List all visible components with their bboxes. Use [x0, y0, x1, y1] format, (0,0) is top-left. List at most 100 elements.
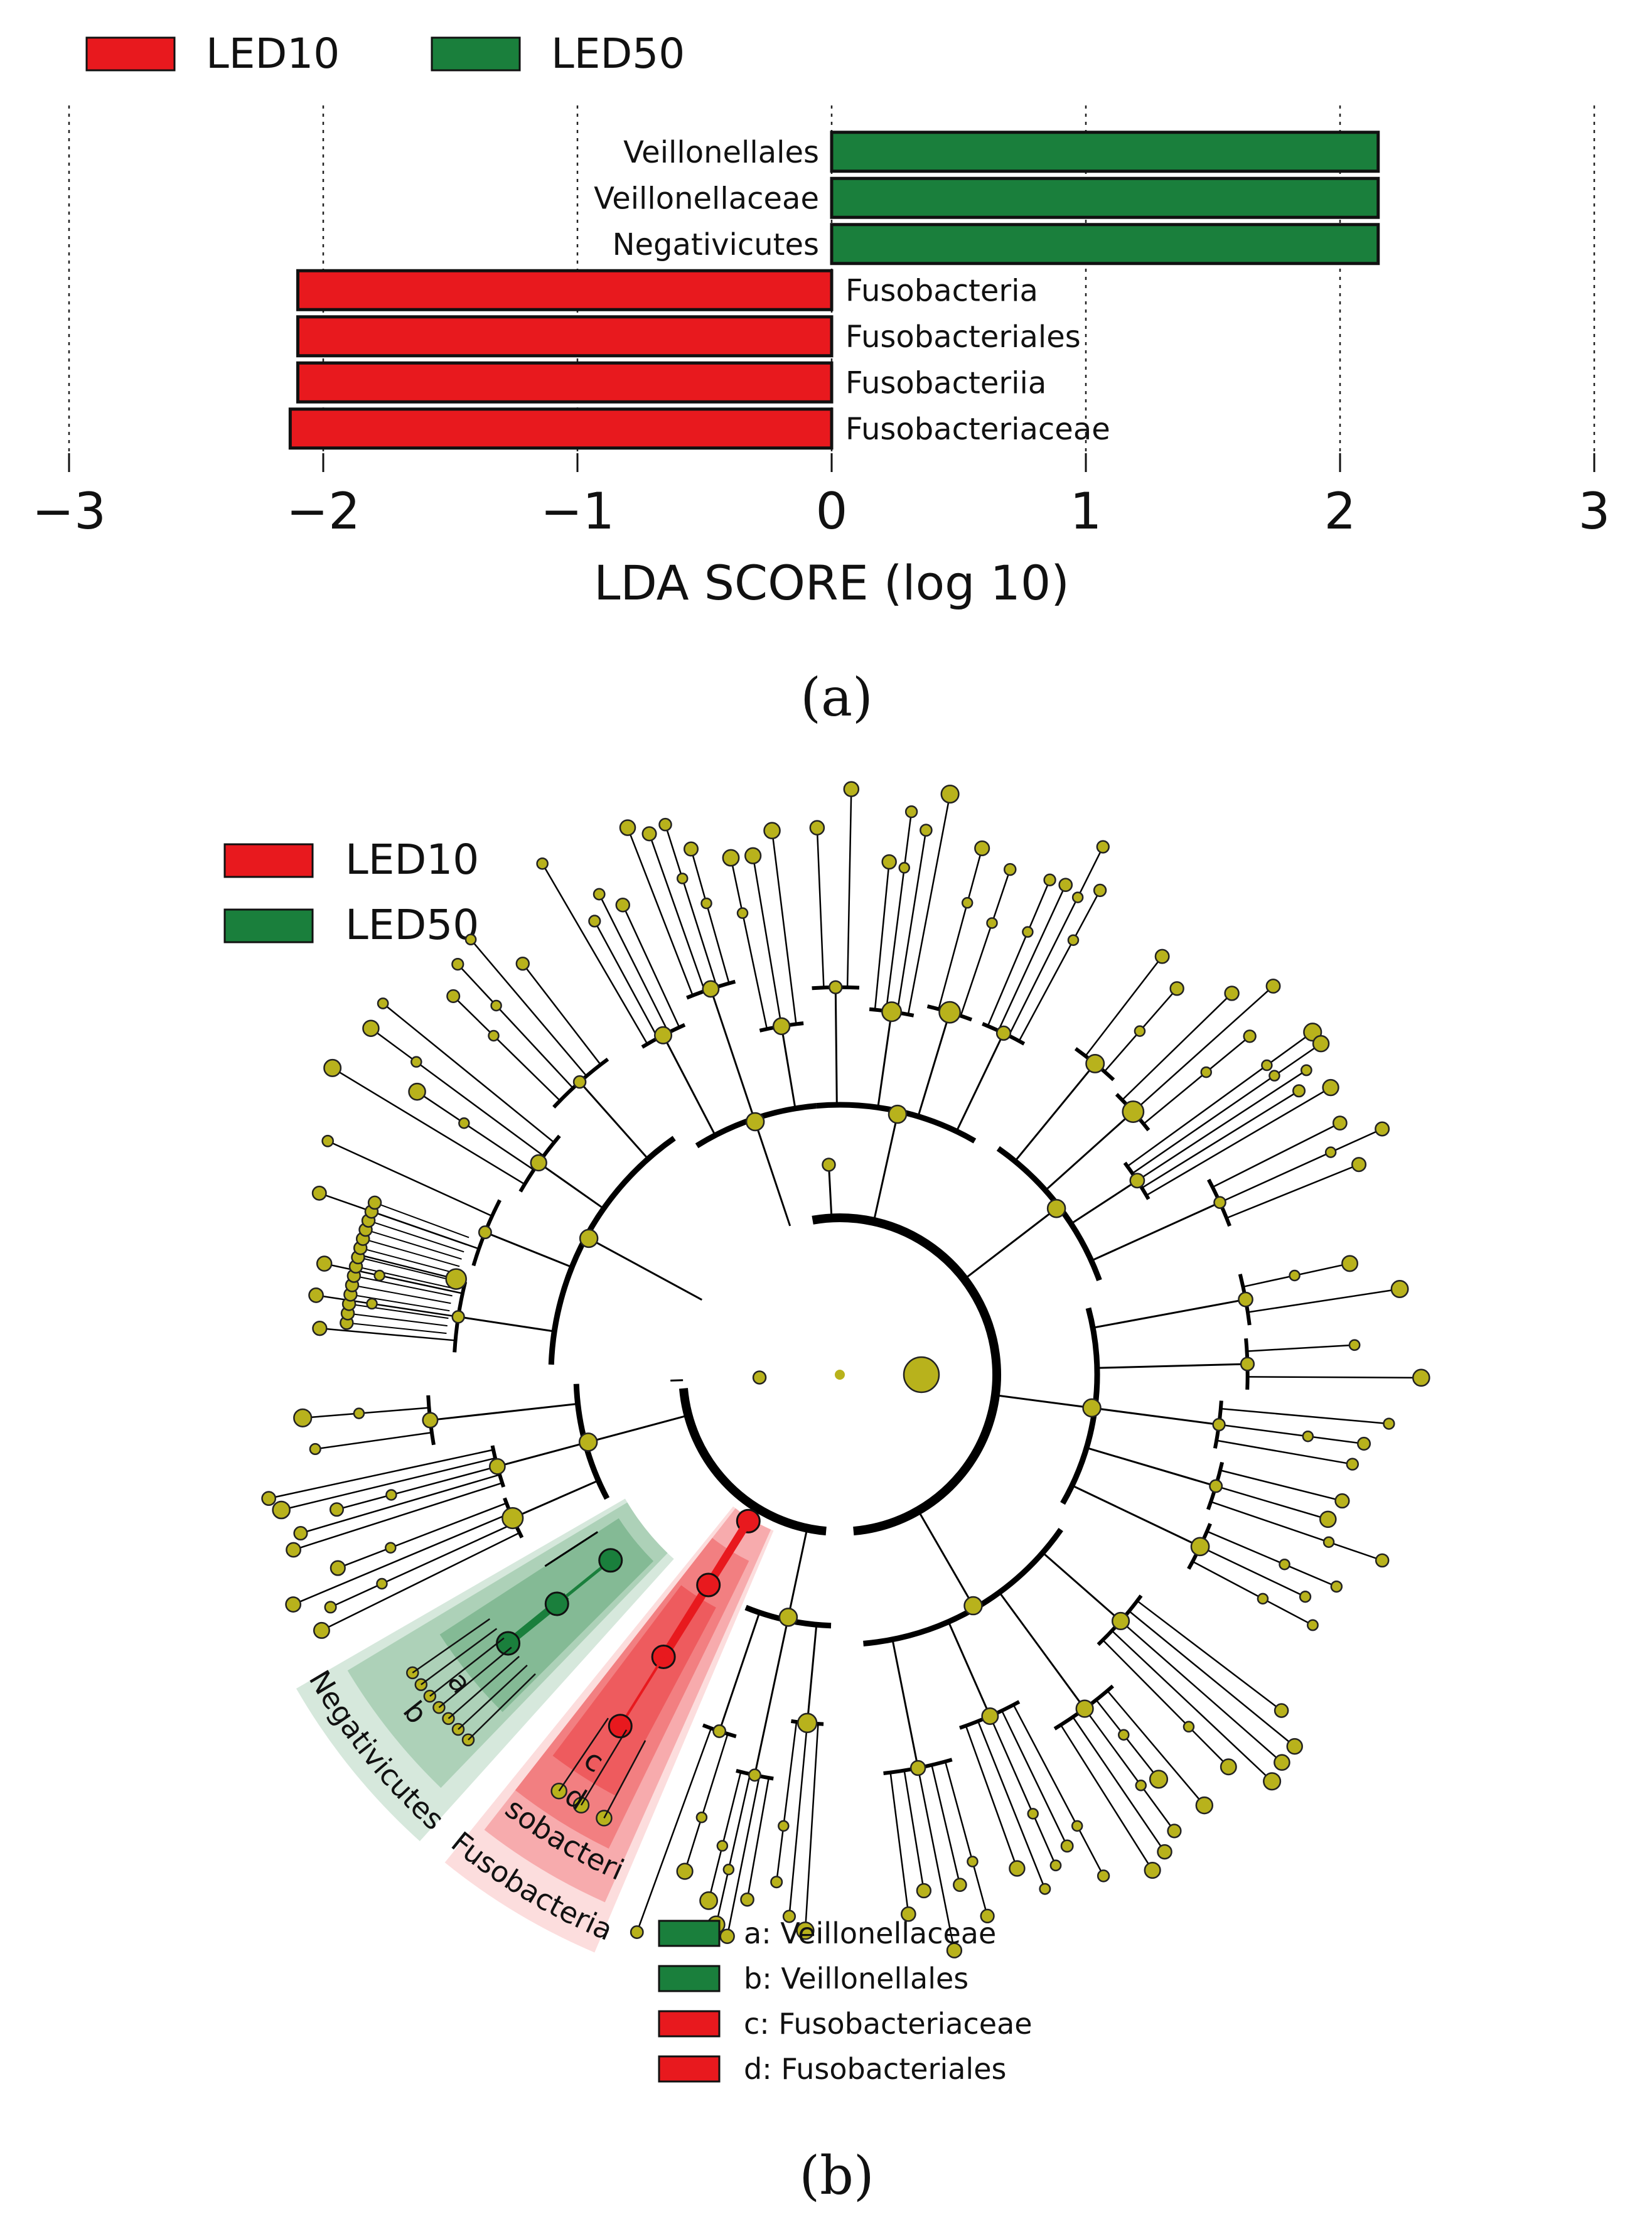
tree-branch	[753, 1118, 791, 1227]
tree-node	[1238, 1291, 1253, 1308]
tree-node	[1118, 1729, 1130, 1741]
bar-category-labels: Veillonellales Veillonellaceae Negativicut…	[594, 135, 1110, 447]
tree-node	[1265, 979, 1281, 994]
tree-branch	[746, 1778, 770, 1900]
tree-node	[745, 1112, 765, 1132]
tree-branch	[1111, 1630, 1273, 1782]
tree-branch	[542, 863, 648, 1045]
tree-node	[615, 898, 630, 913]
tree-branch	[324, 1262, 463, 1294]
category-label: Fusobacteria	[845, 273, 1038, 308]
tree-branch	[709, 988, 755, 1119]
tree-node	[329, 1502, 344, 1517]
tree-branch	[804, 1724, 819, 1931]
tree-node	[1261, 1059, 1273, 1072]
tree-node	[488, 1029, 500, 1042]
tree-node	[1071, 1820, 1083, 1832]
tree-branch	[1220, 1407, 1389, 1425]
tree-node	[1332, 1115, 1348, 1131]
tree-node	[940, 784, 960, 804]
tree-branch	[730, 857, 768, 1029]
node-fusobacteriia	[696, 1572, 721, 1598]
tree-node	[422, 1412, 439, 1429]
tree-node	[778, 1608, 798, 1627]
tree-node	[843, 781, 860, 797]
node-negativicutes	[598, 1548, 623, 1573]
tree-branch	[1060, 1724, 1154, 1871]
tree-node	[772, 1017, 791, 1036]
tree-node	[489, 1458, 506, 1475]
chart-legend: LED10 LED50	[85, 30, 685, 78]
tree-node	[530, 1154, 547, 1172]
tree-node	[722, 1864, 735, 1876]
tree-branch	[947, 1621, 991, 1717]
tree-node	[904, 805, 918, 819]
tree-node	[593, 888, 606, 901]
category-label: Negativicutes	[613, 227, 819, 262]
tree-branch	[963, 1205, 1059, 1280]
tree-branch	[315, 1431, 432, 1450]
bar-negativicutes	[830, 223, 1380, 266]
tree-branch	[1220, 1469, 1343, 1502]
tree-node	[1324, 1146, 1337, 1158]
x-axis-ticks: −3 −2 −1 0 1 2 3	[32, 453, 1610, 540]
tree-branch	[1001, 1710, 1068, 1847]
tree-node	[1302, 1430, 1314, 1442]
tree-branch	[586, 1236, 703, 1301]
tree-node	[588, 915, 601, 928]
bar-fusobacteriia	[296, 361, 834, 404]
tree-node	[490, 999, 502, 1012]
tree-branch	[1132, 986, 1274, 1112]
tree-branch	[1216, 1439, 1353, 1465]
tree-branch	[662, 1034, 716, 1136]
tree-node	[311, 1185, 327, 1201]
tree-branch	[353, 1275, 453, 1297]
tree-branches	[268, 789, 1422, 1951]
tree-branch	[584, 1414, 689, 1444]
tree-node	[1060, 1839, 1074, 1853]
legend-label-led50: LED50	[345, 901, 479, 949]
tree-branch	[816, 827, 825, 988]
legend-swatch-led50	[431, 36, 521, 72]
tree-branch	[626, 827, 694, 996]
tree-branch	[374, 1201, 469, 1238]
tree-branch	[594, 920, 659, 1039]
tree-branch	[707, 1771, 742, 1901]
tree-node	[676, 873, 689, 884]
tree-node	[1003, 862, 1017, 876]
tree-node	[748, 1768, 761, 1782]
tree-branch	[931, 1765, 961, 1886]
x-tick-label: −1	[540, 482, 614, 540]
tree-node	[377, 997, 389, 1009]
tree-node	[888, 1104, 908, 1124]
tree-node	[1300, 1064, 1312, 1077]
tree-branch	[365, 1229, 462, 1260]
tree-node	[501, 1507, 524, 1530]
tree-node	[1289, 1269, 1301, 1282]
tree-node	[719, 1928, 735, 1944]
tree-branch	[938, 848, 983, 1009]
tree-node	[1346, 1458, 1360, 1471]
tree-branch	[1072, 1716, 1166, 1852]
tree-node	[313, 1621, 330, 1639]
bar-fusobacteriales	[296, 315, 834, 358]
tree-branch	[350, 1294, 450, 1312]
tree-node	[946, 1942, 963, 1958]
tree-node	[1351, 1157, 1367, 1173]
tree-node	[1071, 891, 1084, 903]
tree-node	[1240, 1356, 1255, 1372]
tree-branch	[371, 1211, 467, 1245]
tree-node	[763, 822, 781, 840]
tree-branch	[987, 879, 1051, 1026]
tree-branch	[1127, 1031, 1313, 1168]
tree-node	[1307, 1619, 1319, 1631]
tree-branch	[485, 1231, 572, 1269]
tree-branch	[684, 1733, 729, 1872]
tree-node	[1093, 883, 1107, 898]
node-veillonellaceae	[496, 1631, 521, 1656]
tree-node	[641, 826, 657, 842]
clade-key: a: Veillonellaceae b: Veillonellales c: Fu…	[658, 1916, 1032, 2086]
tree-node	[1049, 1859, 1062, 1872]
lda-bar-chart: LED10 LED50 Veillonellales Veillonellaceae…	[32, 30, 1610, 728]
tree-branch	[1044, 1110, 1134, 1191]
